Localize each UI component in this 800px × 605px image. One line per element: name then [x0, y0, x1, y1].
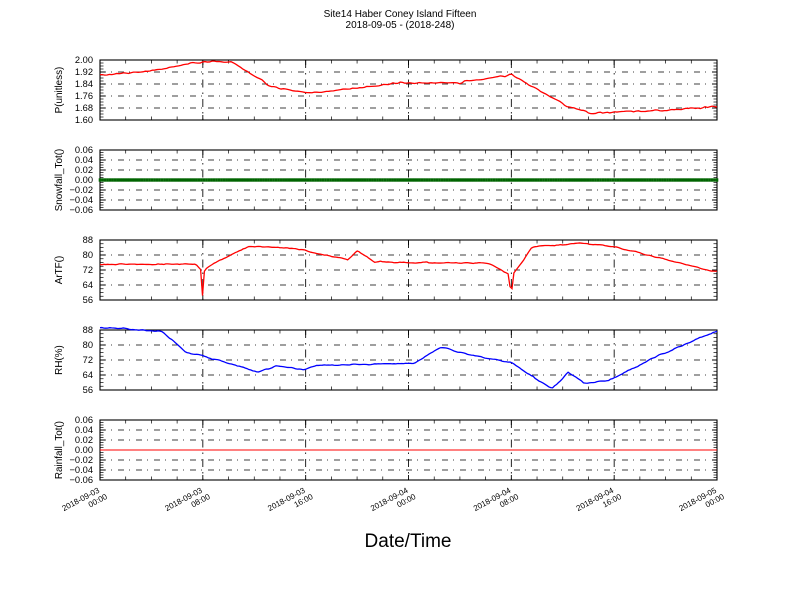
svg-text:Site14 Haber Coney Island Fift: Site14 Haber Coney Island Fifteen — [324, 9, 477, 20]
svg-text:−0.04: −0.04 — [69, 195, 93, 205]
svg-text:−0.04: −0.04 — [69, 465, 93, 475]
svg-text:1.84: 1.84 — [75, 79, 93, 89]
svg-text:88: 88 — [83, 235, 93, 245]
svg-text:ArTF(): ArTF() — [54, 256, 65, 285]
svg-text:2.00: 2.00 — [75, 55, 93, 65]
svg-text:0.00: 0.00 — [75, 445, 93, 455]
svg-text:64: 64 — [83, 280, 93, 290]
svg-text:0.06: 0.06 — [75, 145, 93, 155]
svg-text:−0.06: −0.06 — [69, 475, 93, 485]
svg-text:2018-09-05 - (2018-248): 2018-09-05 - (2018-248) — [346, 20, 455, 31]
svg-text:1.60: 1.60 — [75, 115, 93, 125]
svg-text:0.04: 0.04 — [75, 425, 93, 435]
svg-text:56: 56 — [83, 295, 93, 305]
svg-text:0.02: 0.02 — [75, 165, 93, 175]
svg-text:Date/Time: Date/Time — [365, 531, 452, 552]
svg-text:72: 72 — [83, 265, 93, 275]
svg-text:P(unitless): P(unitless) — [54, 67, 65, 114]
svg-text:Snowfall_Tot(): Snowfall_Tot() — [54, 149, 65, 212]
svg-text:64: 64 — [83, 370, 93, 380]
svg-text:80: 80 — [83, 250, 93, 260]
svg-text:88: 88 — [83, 325, 93, 335]
svg-text:80: 80 — [83, 340, 93, 350]
svg-text:1.76: 1.76 — [75, 91, 93, 101]
svg-text:0.02: 0.02 — [75, 435, 93, 445]
svg-text:−0.02: −0.02 — [69, 455, 93, 465]
svg-text:1.68: 1.68 — [75, 103, 93, 113]
svg-text:−0.02: −0.02 — [69, 185, 93, 195]
svg-text:0.04: 0.04 — [75, 155, 93, 165]
svg-text:Rainfall_Tot(): Rainfall_Tot() — [54, 421, 65, 479]
svg-text:1.92: 1.92 — [75, 67, 93, 77]
svg-text:72: 72 — [83, 355, 93, 365]
svg-text:0.00: 0.00 — [75, 175, 93, 185]
svg-text:56: 56 — [83, 385, 93, 395]
svg-text:−0.06: −0.06 — [69, 205, 93, 215]
svg-text:RH(%): RH(%) — [54, 345, 65, 375]
svg-text:0.06: 0.06 — [75, 415, 93, 425]
